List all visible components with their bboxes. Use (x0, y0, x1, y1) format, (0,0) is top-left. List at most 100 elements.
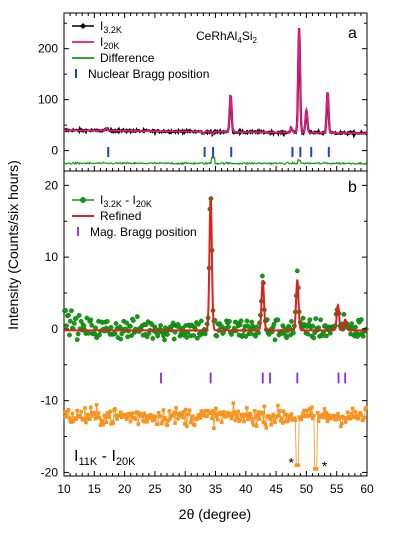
orange-point (102, 413, 107, 418)
data-point (63, 307, 68, 313)
orange-point (330, 413, 334, 418)
legend-text-part: I (100, 19, 103, 33)
legend-text-part: Mag. Bragg position (90, 225, 197, 239)
orange-point (188, 420, 193, 425)
orange-point (106, 412, 110, 417)
data-point (108, 324, 114, 330)
panel-b-plot: * * (62, 196, 369, 474)
orange-point (270, 415, 274, 419)
orange-point (241, 414, 245, 419)
data-point (275, 317, 281, 323)
data-point (259, 273, 265, 279)
legend-text-part: Refined (100, 209, 141, 223)
legend-text-part: Difference (100, 51, 155, 65)
data-point (113, 321, 119, 326)
orange-point (310, 405, 314, 409)
orange-point (297, 415, 301, 419)
data-point (124, 320, 130, 326)
legend-swatch-circle (80, 197, 86, 203)
orange-point (141, 419, 145, 423)
orange-point (322, 407, 327, 411)
orange-point (183, 422, 187, 426)
orange-point (166, 418, 171, 423)
data-point (170, 320, 176, 326)
legend-entry-label: I3.2K (100, 19, 122, 35)
orange-point (356, 416, 361, 421)
orange-point (133, 417, 138, 421)
data-point (150, 335, 156, 341)
orange-point (190, 414, 195, 419)
data-point (318, 317, 323, 323)
orange-point (338, 415, 342, 419)
orange-point (129, 413, 134, 418)
orange-point (231, 401, 236, 406)
data-point (254, 324, 260, 330)
orange-point (348, 416, 353, 421)
legend-text-part: I (100, 35, 103, 49)
data-point (214, 333, 220, 339)
orange-point (159, 421, 164, 426)
orange-point (268, 417, 272, 421)
orange-point (215, 414, 219, 418)
y-tick-label: 200 (38, 42, 58, 56)
orange-point (245, 406, 249, 410)
data-point (327, 330, 333, 336)
data-point (237, 322, 243, 328)
orange-point (324, 411, 329, 415)
orange-point (144, 414, 148, 418)
data-point (119, 331, 125, 337)
legend-text-part: 3.2K (103, 25, 122, 35)
panel-a-plot (63, 27, 368, 166)
legend-entry-label: Difference (100, 51, 155, 65)
orange-point (326, 413, 331, 417)
orange-point (75, 408, 79, 413)
y-tick-label: -10 (41, 394, 59, 408)
orange-point (302, 408, 306, 413)
data-point (305, 331, 311, 337)
orange-points (62, 401, 368, 471)
orange-point (111, 421, 115, 425)
asterisk-marker: * (322, 458, 328, 474)
orange-point (354, 414, 359, 418)
y-tick-label: 0 (51, 144, 58, 158)
orange-point (316, 419, 321, 423)
orange-point (180, 413, 184, 417)
data-point (253, 333, 259, 339)
orange-point (340, 421, 344, 426)
orange-point (276, 403, 280, 408)
data-point (289, 318, 294, 324)
orange-point (140, 414, 144, 418)
data-point (341, 311, 347, 317)
orange-point (130, 411, 135, 415)
orange-point (267, 414, 271, 419)
data-point (89, 322, 95, 328)
x-tick-label: 55 (330, 482, 344, 496)
orange-point (225, 410, 230, 415)
data-point (68, 318, 73, 324)
orange-point (304, 413, 308, 418)
orange-point (168, 416, 173, 421)
orange-point (127, 412, 132, 417)
data-point (195, 321, 201, 327)
data-point (349, 321, 354, 327)
data-point (194, 335, 200, 341)
orange-point (88, 417, 92, 421)
orange-point (155, 422, 160, 426)
orange-point (311, 416, 315, 421)
orange-point (362, 415, 366, 420)
data-point (66, 312, 71, 318)
orange-point (78, 415, 82, 419)
orange-point (319, 415, 324, 419)
orange-point (64, 413, 69, 418)
orange-point (198, 416, 203, 420)
orange-point (163, 417, 168, 422)
orange-point (143, 420, 147, 424)
x-tick-label: 45 (269, 482, 283, 496)
orange-point (292, 416, 297, 420)
orange-point (229, 416, 234, 421)
orange-point (96, 411, 101, 415)
orange-point (121, 414, 125, 419)
orange-point (142, 411, 146, 416)
